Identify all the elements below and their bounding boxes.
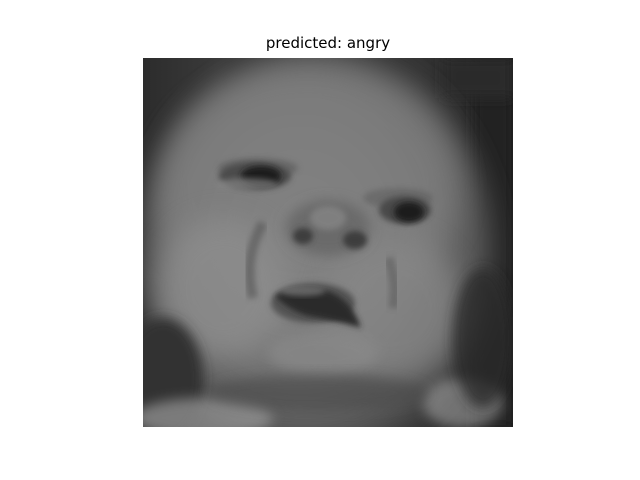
mouth xyxy=(271,283,361,328)
nose xyxy=(286,200,370,256)
right-eye xyxy=(379,196,431,224)
face-photo-svg xyxy=(143,58,513,427)
figure-title: predicted: angry xyxy=(265,34,391,52)
left-eye xyxy=(217,162,291,190)
face-image xyxy=(143,58,513,427)
